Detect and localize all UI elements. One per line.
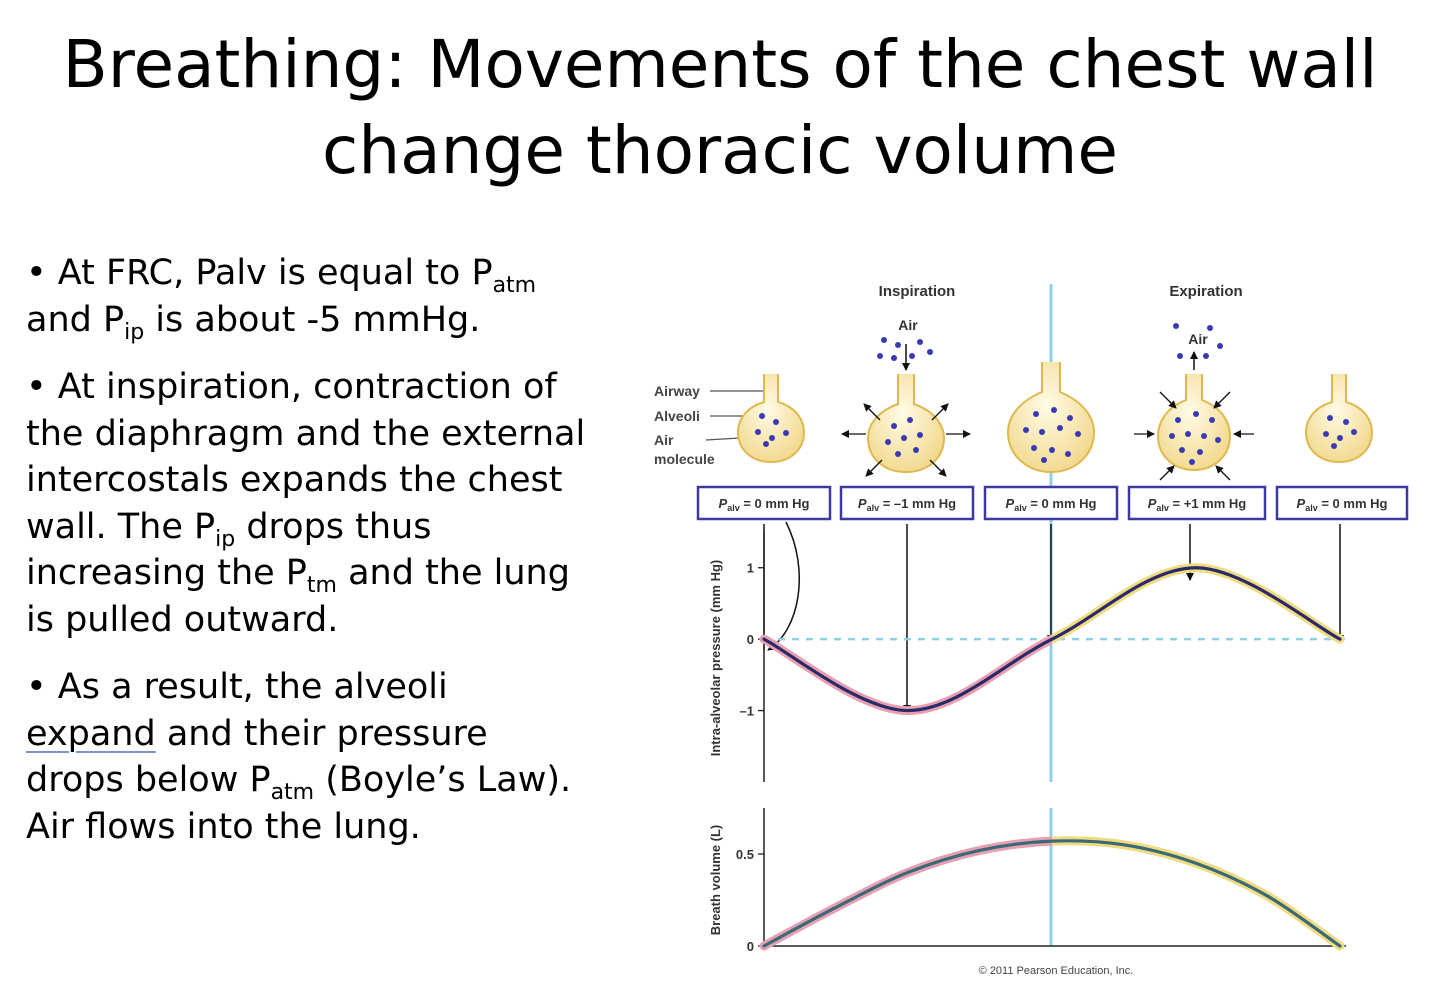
volume-tick-group: 0.50 [736, 847, 764, 954]
volume-y-label: Breath volume (L) [708, 825, 723, 936]
bullet-list: • At FRC, Palv is equal to Patm and Pip … [26, 250, 586, 871]
phase-label-inspiration: Inspiration [879, 283, 956, 300]
label-alveoli: Alveoli [654, 408, 700, 424]
pressure-line-group [764, 568, 1352, 711]
spellcheck-word: expand [26, 714, 156, 754]
title-line-1: Breathing: Movements of the chest wall [0, 22, 1440, 108]
alveolus-frc-start [738, 374, 804, 462]
y-tick-label: 0.5 [736, 847, 754, 862]
title-line-2: change thoracic volume [0, 108, 1440, 194]
pressure-boxes: Palv = 0 mm Hg Palv = –1 mm Hg Palv = 0 … [698, 487, 1407, 519]
label-molecule: molecule [654, 451, 715, 467]
phase-label-expiration: Expiration [1169, 283, 1242, 300]
alveolus-inspiration: Air [842, 317, 970, 476]
volume-chart: Breath volume (L) 0.50 [708, 808, 1346, 954]
y-tick-label: –1 [740, 704, 754, 719]
air-label-inspiration: Air [898, 317, 918, 333]
y-tick-label: 0 [747, 939, 754, 954]
pressure-y-label: Intra-alveolar pressure (mm Hg) [708, 560, 723, 757]
label-air: Air [654, 432, 674, 448]
alveolus-expiration: Air [1134, 323, 1254, 480]
breathing-figure: Inspiration Expiration Airway Alveoli Ai… [640, 270, 1440, 990]
bullet-1: • At FRC, Palv is equal to Patm and Pip … [26, 250, 586, 343]
label-airway: Airway [654, 383, 700, 399]
slide-title: Breathing: Movements of the chest wall c… [0, 22, 1440, 194]
bullet-3: • As a result, the alveoli expand and th… [26, 664, 586, 850]
alveolus-end-inspiration [1008, 362, 1094, 472]
air-label-expiration: Air [1188, 331, 1208, 347]
structure-labels: Airway Alveoli Air molecule [654, 383, 715, 467]
copyright: © 2011 Pearson Education, Inc. [979, 965, 1134, 977]
y-tick-label: 0 [747, 632, 754, 647]
y-tick-label: 1 [747, 561, 754, 576]
pressure-chart: Intra-alveolar pressure (mm Hg) 1 0 –1 [708, 532, 1352, 782]
alveolus-frc-end [1306, 374, 1372, 462]
bullet-2: • At inspiration, contraction of the dia… [26, 364, 586, 643]
